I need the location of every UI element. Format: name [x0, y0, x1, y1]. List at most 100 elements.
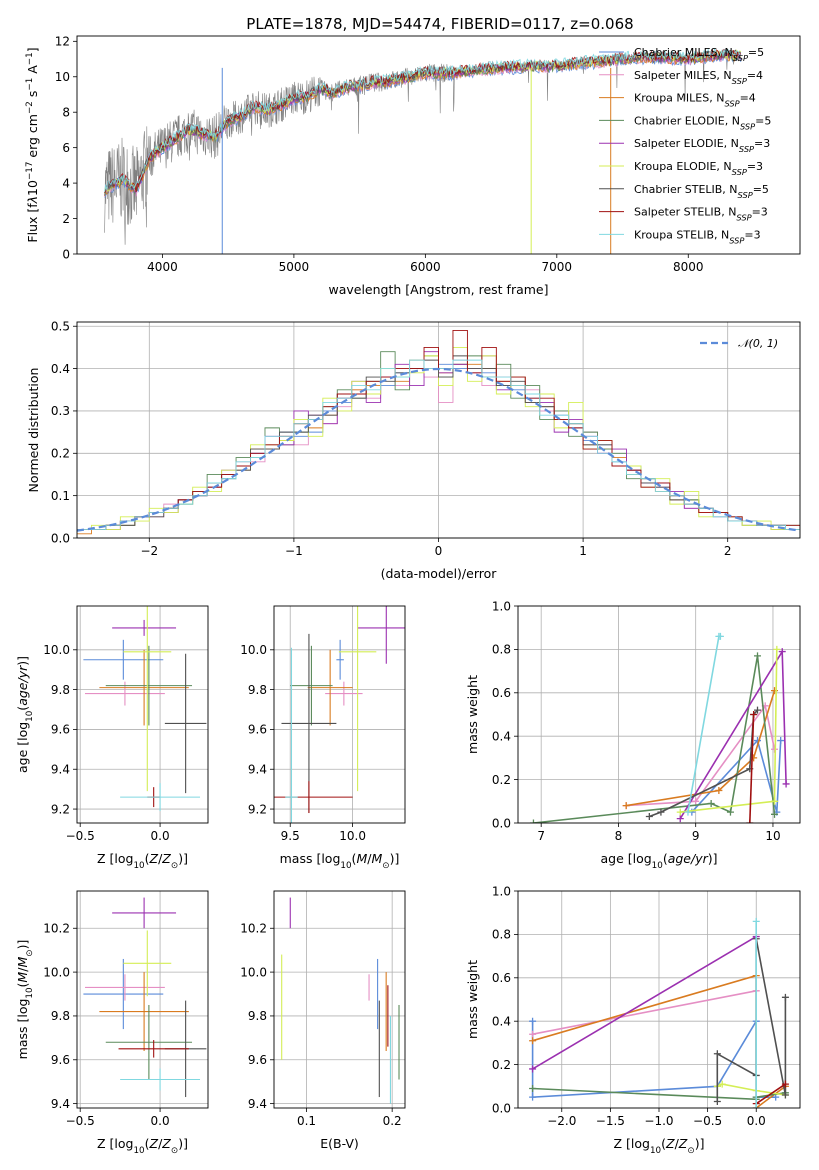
y-tick-label: 9.8	[51, 1009, 70, 1023]
y-axis-label: Flux [fλ10−17 erg cm−2 s−1 A−1]	[25, 47, 40, 242]
spectrum-lines	[104, 47, 742, 254]
errorbars	[83, 897, 207, 1098]
weight-marker	[771, 810, 779, 818]
legend-label: Salpeter ELODIE, NSSP=3	[634, 137, 770, 154]
legend-label-name: Kroupa ELODIE, N	[634, 160, 732, 173]
weight-series-line	[533, 655, 776, 823]
y-axis-label-part: ⊙	[25, 949, 35, 956]
x-tick-label: 9.5	[281, 829, 300, 843]
x-axis-label-part: age/yr	[668, 851, 709, 866]
x-axis-label-part: (	[145, 1136, 150, 1151]
y-axis-label: mass weight	[465, 960, 480, 1039]
y-axis-label-part: 10	[25, 711, 35, 722]
x-axis-label-part: Z	[149, 1136, 159, 1151]
errorbar-point	[83, 958, 164, 1030]
y-tick-label: 9.6	[248, 723, 267, 737]
x-tick-label: −1	[285, 544, 303, 558]
ticks: 4000 5000 6000 7000 8000 0 2 4 6 8 10 12	[55, 35, 704, 274]
errorbar-point	[99, 649, 189, 726]
y-tick-label: 9.6	[51, 723, 70, 737]
y-tick-label: 0.5	[51, 320, 70, 334]
x-tick-label: −0.5	[66, 1114, 95, 1128]
model-spectrum	[104, 47, 742, 192]
weight-marker	[752, 1104, 760, 1108]
y-tick-label: 9.4	[51, 763, 70, 777]
plot-frame	[273, 890, 406, 1109]
weight-marker	[529, 1030, 537, 1038]
weight-marker	[782, 780, 790, 788]
x-axis-label-part: )]	[178, 851, 188, 866]
x-axis-label: Z [log10(Z/Z⊙)]	[97, 1136, 188, 1156]
x-axis-label-part: )]	[178, 1136, 188, 1151]
errorbar-point	[105, 645, 193, 726]
y-axis-label-part: (	[15, 706, 30, 711]
y-tick-label: 9.2	[248, 802, 267, 816]
weight-marker	[773, 645, 781, 653]
errorbars	[83, 606, 207, 812]
x-axis-label-part: ⊙	[171, 1146, 178, 1156]
x-tick-label: 2	[724, 544, 732, 558]
weight-series-line	[749, 714, 755, 823]
x-axis-label: Z [log10(Z/Z⊙)]	[97, 851, 188, 871]
x-tick-label: 0.0	[747, 1114, 766, 1128]
y-tick-label: 12	[55, 35, 70, 49]
ticks: −0.5 0.0 9.2 9.4 9.6 9.8 10.0	[43, 643, 169, 843]
weight-marker	[622, 802, 630, 810]
legend-label-sub: SSP	[724, 99, 739, 109]
x-axis-label: wavelength [Angstrom, rest frame]	[328, 282, 548, 297]
legend-label-sub: SSP	[729, 235, 744, 245]
x-tick-label: 8000	[673, 260, 704, 274]
x-axis-label-part: )]	[708, 851, 718, 866]
weight-series-line	[532, 935, 757, 1070]
weight-marker	[529, 819, 537, 823]
x-axis-label-part: age [log	[600, 851, 651, 866]
legend-label-name: Salpeter ELODIE, N	[634, 137, 739, 150]
weight-marker	[752, 917, 760, 925]
x-axis-label-part: 10	[133, 1146, 144, 1156]
y-axis-label-part: s	[25, 91, 40, 102]
y-tick-label: 10.0	[43, 965, 70, 979]
x-axis-label-part: Z [log	[97, 1136, 133, 1151]
x-axis-label-part: /	[675, 1136, 680, 1151]
weight-series-line	[716, 938, 787, 1102]
weight-marker	[529, 1093, 537, 1101]
y-tick-label: 6	[62, 141, 70, 155]
errorbar-point	[123, 930, 172, 997]
errorbar-point	[338, 606, 377, 792]
x-tick-label: 10.0	[339, 829, 366, 843]
x-axis-label-part: Z	[161, 1136, 171, 1151]
y-tick-label: 9.8	[248, 1009, 267, 1023]
weight-marker	[715, 786, 723, 794]
weight-marker	[707, 799, 715, 807]
y-tick-label: 0.8	[492, 928, 511, 942]
y-tick-label: 10.0	[43, 643, 70, 657]
weight-marker	[750, 711, 758, 718]
y-tick-label: 0.4	[492, 1015, 511, 1029]
errorbar-point	[325, 681, 363, 706]
legend-label-suffix: =3	[747, 160, 763, 173]
x-axis-label-part: 10	[340, 861, 351, 871]
x-axis-label-part: (	[352, 851, 357, 866]
errorbar-point	[274, 781, 353, 814]
x-tick-label: 4000	[147, 260, 178, 274]
legend-label-name: Chabrier STELIB, N	[634, 183, 738, 196]
y-axis-label-part: Flux [f	[25, 203, 40, 243]
normal-curve	[77, 367, 800, 532]
x-tick-label: −1.5	[596, 1114, 625, 1128]
axes-spectrum: PLATE=1878, MJD=54474, FIBERID=0117, z=0…	[25, 15, 801, 297]
y-tick-label: 9.4	[248, 763, 267, 777]
weight-marker	[754, 706, 762, 714]
weight-lines	[529, 632, 790, 823]
legend-label-name: Salpeter MILES, N	[634, 69, 732, 82]
x-axis-label-part: )]	[695, 1136, 705, 1151]
legend-label-sub: SSP	[736, 213, 751, 223]
weight-marker	[746, 819, 754, 823]
x-axis-label-part: 10	[650, 1146, 661, 1156]
ticks: −0.5 0.0 9.4 9.6 9.8 10.0 10.2	[43, 922, 169, 1128]
legend-label-suffix: =5	[753, 183, 769, 196]
errorbar-point	[84, 974, 165, 1001]
legend-label-suffix: =4	[747, 69, 763, 82]
